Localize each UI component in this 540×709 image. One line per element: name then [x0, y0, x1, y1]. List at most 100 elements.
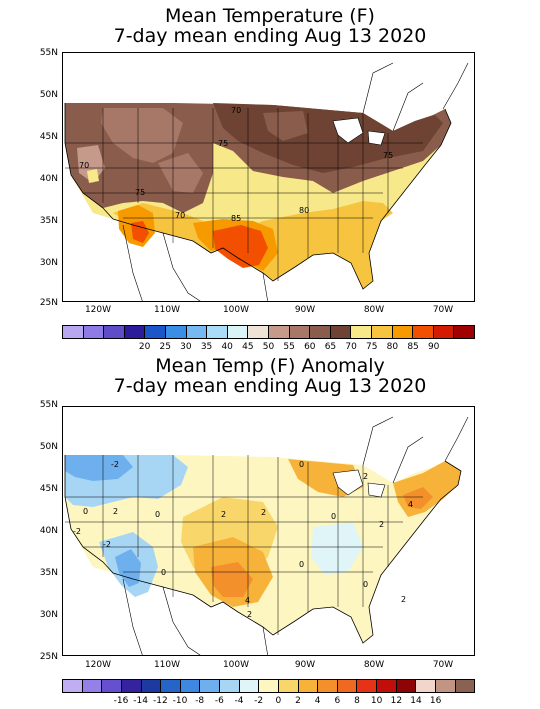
anomaly-colorbar-swatch: [180, 680, 201, 692]
anomaly-colorbar-tick-label: -4: [234, 696, 244, 706]
contour-label: 75: [218, 139, 228, 148]
anomaly-colorbar-swatch: [455, 680, 475, 692]
lat-label: 45N: [39, 132, 58, 142]
contour-label: -2: [73, 527, 81, 536]
contour-label: 2: [401, 595, 406, 604]
lat-label: 50N: [39, 442, 58, 452]
contour-label: 0: [299, 460, 304, 469]
anomaly-colorbar-tick-label: 12: [390, 696, 403, 706]
anomaly-colorbar-swatch: [239, 680, 260, 692]
contour-label: 4: [408, 500, 413, 509]
temperature-colorbar-tick-label: 45: [242, 342, 254, 352]
temperature-colorbar-tick-label: 60: [304, 342, 316, 352]
mean-temperature-panel: Mean Temperature (F) 7-day mean ending A…: [39, 5, 475, 352]
temperature-colorbar-swatch: [227, 326, 249, 338]
lat-label: 25N: [39, 652, 58, 662]
anomaly-colorbar-swatch: [63, 680, 83, 692]
lat-label: 50N: [39, 90, 58, 100]
lon-label: 80W: [363, 660, 385, 670]
contour-label: 2: [221, 510, 226, 519]
temperature-colorbar-tick-label: 75: [366, 342, 378, 352]
anomaly-colorbar-tick-label: -8: [195, 696, 205, 706]
contour-label: 80: [299, 206, 309, 215]
temperature-colorbar-swatch: [289, 326, 311, 338]
temperature-colorbar-swatch: [248, 326, 269, 338]
contour-label: 2: [113, 507, 118, 516]
temperature-colorbar-swatch: [392, 326, 414, 338]
lat-label: 35N: [39, 216, 58, 226]
temperature-colorbar-swatch: [63, 326, 84, 338]
anomaly-colorbar-tick-label: -12: [152, 696, 168, 706]
contour-label: 85: [231, 214, 241, 223]
contour-label: 75: [135, 188, 145, 197]
anomaly-colorbar-tick-label: 0: [275, 696, 282, 706]
lon-label: 120W: [84, 660, 112, 670]
contour-label: 70: [79, 161, 89, 170]
temperature-colorbar-tick-label: 65: [324, 342, 337, 352]
temperature-colorbar-swatch: [186, 326, 208, 338]
anomaly-title-line2: 7-day mean ending Aug 13 2020: [113, 375, 427, 397]
lat-label: 55N: [39, 48, 58, 58]
lat-label: 25N: [39, 298, 58, 308]
anomaly-colorbar-tick-label: 10: [370, 696, 383, 706]
anomaly-colorbar-tick-label: -10: [172, 696, 188, 706]
temperature-colorbar-tick-label: 20: [138, 342, 151, 352]
anomaly-colorbar-tick-label: -6: [214, 696, 224, 706]
lat-label: 30N: [39, 610, 58, 620]
temperature-colorbar-swatch: [207, 326, 228, 338]
mean-temperature-title-line1: Mean Temperature (F): [165, 5, 375, 27]
contour-label: 0: [161, 568, 166, 577]
anomaly-colorbar-swatch: [377, 680, 397, 692]
contour-label: 2: [261, 508, 266, 517]
anomaly-colorbar-swatch: [298, 680, 319, 692]
contour-label: -2: [103, 540, 111, 549]
lat-label: 40N: [39, 174, 58, 184]
anomaly-title-line1: Mean Temp (F) Anomaly: [155, 355, 385, 377]
contour-label: 2: [379, 520, 384, 529]
contour-label: 75: [383, 151, 393, 160]
temperature-colorbar-swatch: [165, 326, 187, 338]
anomaly-colorbar-swatch: [82, 680, 103, 692]
contour-label: 0: [299, 560, 304, 569]
lon-label: 90W: [294, 660, 316, 670]
anomaly-colorbar-swatch: [435, 680, 456, 692]
lon-label: 100W: [222, 305, 250, 315]
anomaly-colorbar-tick-label: 16: [429, 696, 442, 706]
anomaly-colorbar-swatch: [161, 680, 181, 692]
lat-label: 40N: [39, 526, 58, 536]
temperature-anomaly-map: -2 0 2 0 -2 2 2 0 2 0 -2 0 0 4 2 2 4 0 2: [62, 406, 475, 656]
anomaly-colorbar-tick-label: -16: [113, 696, 129, 706]
anomaly-colorbar-tick-label: 4: [314, 696, 321, 706]
lon-label: 110W: [153, 660, 181, 670]
temperature-colorbar-swatch: [351, 326, 372, 338]
lon-label: 90W: [294, 305, 316, 315]
anomaly-colorbar-tick-label: 6: [334, 696, 341, 706]
contour-label: 70: [231, 106, 241, 115]
temperature-colorbar-tick-label: 30: [180, 342, 192, 352]
temperature-colorbar-swatch: [124, 326, 146, 338]
temperature-colorbar-swatch: [145, 326, 166, 338]
temperature-colorbar-tick-label: 50: [262, 342, 275, 352]
contour-label: 0: [155, 510, 160, 519]
contour-label: 0: [83, 507, 88, 516]
temperature-colorbar-tick-label: 90: [427, 342, 440, 352]
anomaly-colorbar-swatch: [337, 680, 358, 692]
contour-label: 0: [363, 580, 368, 589]
temperature-colorbar-swatch: [371, 326, 393, 338]
temperature-colorbar-tick-label: 70: [345, 342, 357, 352]
anomaly-colorbar-swatch: [141, 680, 162, 692]
temperature-colorbar-swatch: [83, 326, 105, 338]
temperature-anomaly-panel: Mean Temp (F) Anomaly 7-day mean ending …: [0, 350, 540, 709]
anomaly-colorbar-swatch: [121, 680, 142, 692]
contour-label: 2: [363, 472, 368, 481]
lon-label: 70W: [432, 305, 454, 315]
anomaly-colorbar-tick-label: 14: [410, 696, 422, 706]
temperature-colorbar-swatch: [454, 326, 474, 338]
temperature-colorbar-swatch: [413, 326, 434, 338]
anomaly-colorbar-swatch: [200, 680, 220, 692]
anomaly-colorbar-tick-label: -14: [133, 696, 148, 706]
lat-label: 55N: [39, 400, 58, 410]
temperature-colorbar-tick-label: 55: [283, 342, 295, 352]
anomaly-colorbar-tick-label: -2: [254, 696, 264, 706]
lon-label: 80W: [363, 305, 385, 315]
